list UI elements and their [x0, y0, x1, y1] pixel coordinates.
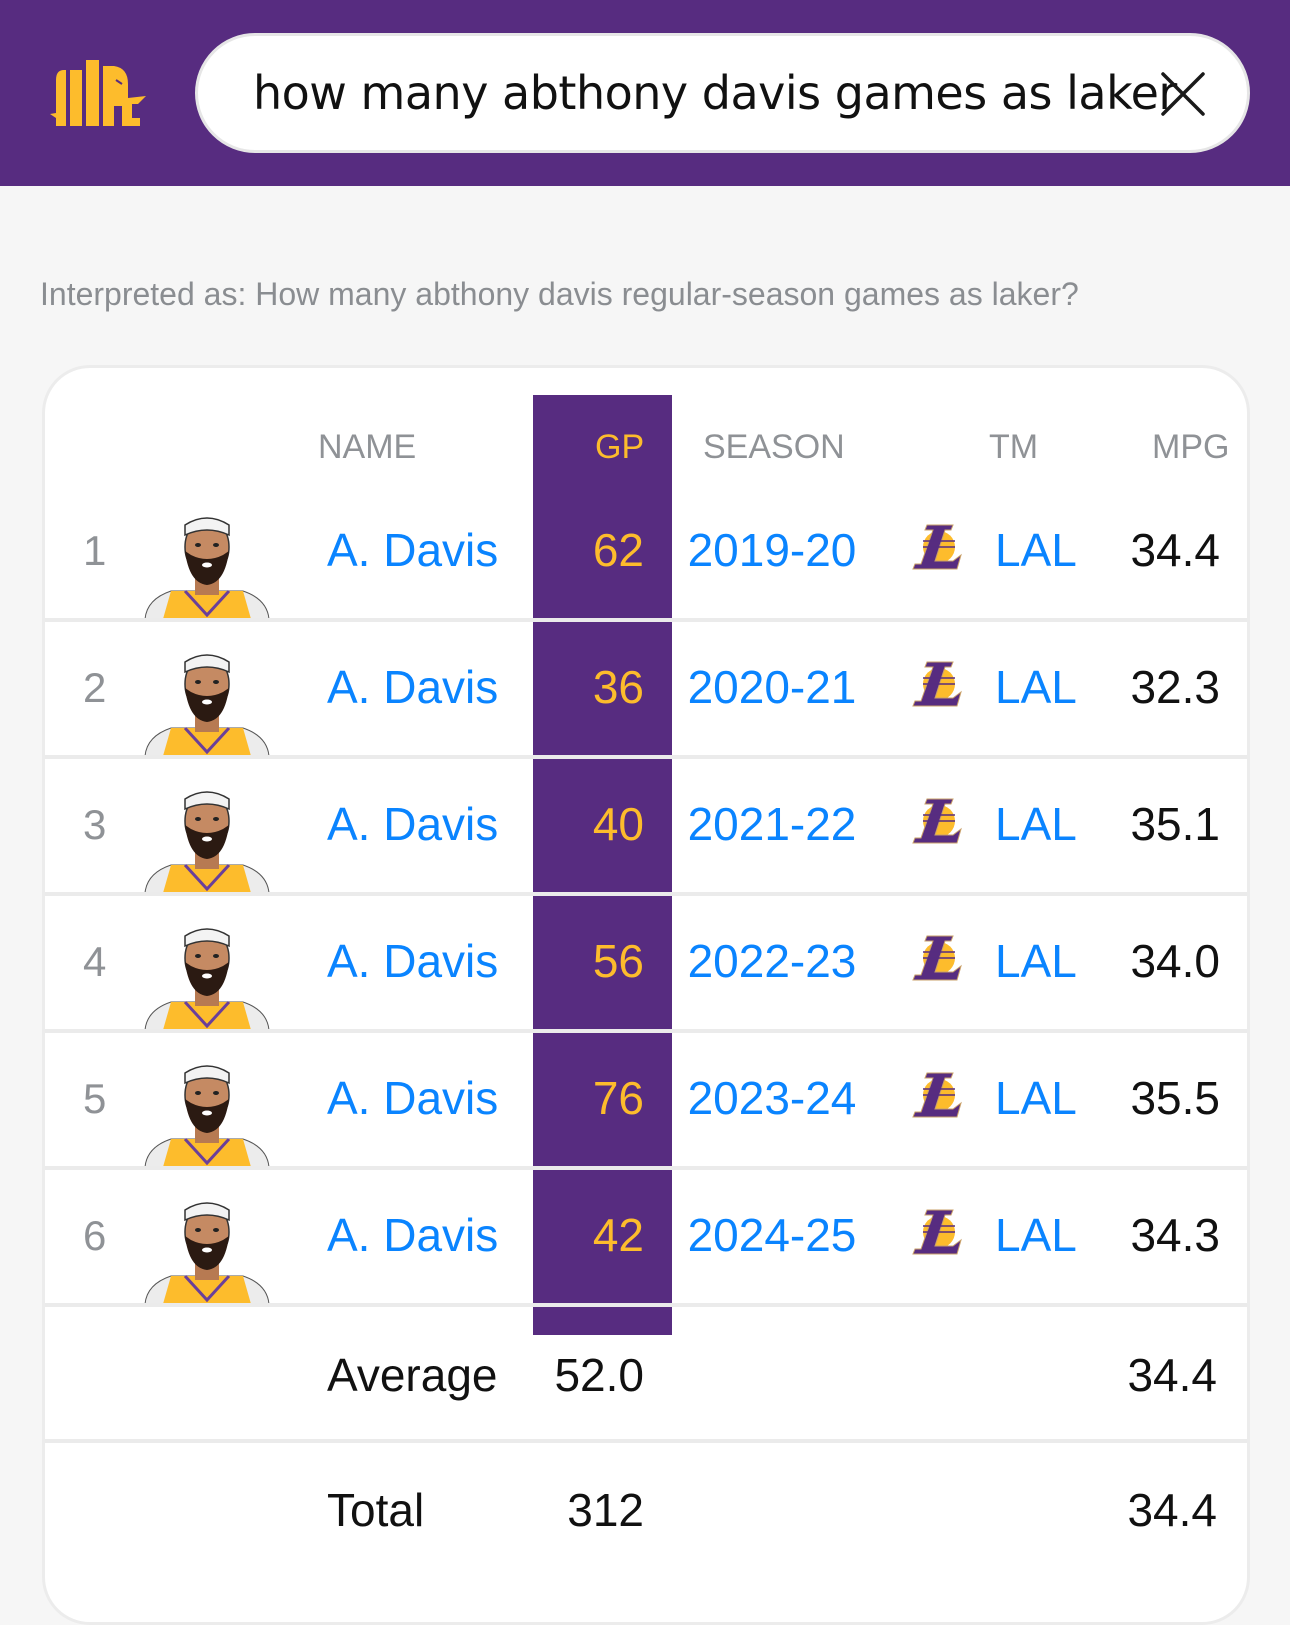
- column-header-season[interactable]: SEASON: [703, 428, 845, 466]
- total-label: Total: [327, 1484, 425, 1536]
- table-row[interactable]: 3 A. Davis 40 2021-22 LAL 35.1: [45, 757, 1247, 894]
- column-header-team[interactable]: TM: [989, 428, 1039, 466]
- player-name-link[interactable]: A. Davis: [327, 524, 499, 576]
- player-name-link[interactable]: A. Davis: [327, 935, 499, 987]
- row-divider: [45, 892, 1247, 896]
- row-rank: 6: [83, 1212, 107, 1259]
- lakers-logo-icon: [912, 1209, 962, 1255]
- lakers-logo-icon: [912, 661, 962, 707]
- season-link[interactable]: 2023-24: [687, 1072, 857, 1124]
- row-rank: 5: [83, 1075, 107, 1122]
- average-label: Average: [327, 1349, 498, 1401]
- games-played: 40: [592, 798, 644, 850]
- games-played: 62: [592, 524, 644, 576]
- player-name-link[interactable]: A. Davis: [327, 1072, 499, 1124]
- minutes-per-game: 35.1: [1130, 798, 1220, 850]
- team-link[interactable]: LAL: [995, 524, 1077, 576]
- player-name-link[interactable]: A. Davis: [327, 798, 499, 850]
- team-link[interactable]: LAL: [995, 661, 1077, 713]
- games-played: 42: [592, 1209, 644, 1261]
- row-divider: [45, 1439, 1247, 1443]
- row-divider: [45, 618, 1247, 622]
- player-avatar-icon: [144, 1202, 270, 1304]
- table-row[interactable]: 4 A. Davis 56 2022-23 LAL 34.0: [45, 894, 1247, 1031]
- close-icon[interactable]: [1157, 68, 1209, 120]
- games-played: 36: [592, 661, 644, 713]
- team-link[interactable]: LAL: [995, 935, 1077, 987]
- table-row[interactable]: 1 A. Davis 62 2019-20 LAL 34.4: [45, 483, 1247, 620]
- games-played: 76: [592, 1072, 644, 1124]
- table-row[interactable]: 5 A. Davis 76 2023-24 LAL 35.5: [45, 1031, 1247, 1168]
- column-header-gp[interactable]: GP: [595, 428, 645, 466]
- minutes-per-game: 34.3: [1130, 1209, 1220, 1261]
- lakers-logo-icon: [912, 935, 962, 981]
- total-gp: 312: [567, 1484, 644, 1536]
- row-rank: 3: [83, 801, 107, 848]
- player-avatar-icon: [144, 928, 270, 1030]
- interpreted-query: Interpreted as: How many abthony davis r…: [40, 276, 1079, 312]
- table-row[interactable]: 2 A. Davis 36 2020-21 LAL 32.3: [45, 620, 1247, 757]
- player-avatar-icon: [144, 1065, 270, 1167]
- player-avatar-icon: [144, 654, 270, 756]
- lakers-logo-icon: [912, 798, 962, 844]
- season-link[interactable]: 2022-23: [687, 935, 857, 987]
- average-gp: 52.0: [554, 1349, 644, 1401]
- team-link[interactable]: LAL: [995, 798, 1077, 850]
- minutes-per-game: 34.0: [1130, 935, 1220, 987]
- total-mpg: 34.4: [1127, 1484, 1217, 1536]
- row-divider: [45, 1166, 1247, 1170]
- minutes-per-game: 34.4: [1130, 524, 1220, 576]
- team-link[interactable]: LAL: [995, 1209, 1077, 1261]
- row-divider: [45, 1029, 1247, 1033]
- column-header-mpg[interactable]: MPG: [1152, 428, 1230, 466]
- column-header-name[interactable]: NAME: [318, 428, 417, 466]
- row-rank: 4: [83, 938, 107, 985]
- player-avatar-icon: [144, 791, 270, 893]
- results-table: NAME GP SEASON TM MPG 1 A. Davis 62 2019…: [42, 365, 1250, 1625]
- player-name-link[interactable]: A. Davis: [327, 1209, 499, 1261]
- minutes-per-game: 32.3: [1130, 661, 1220, 713]
- row-divider: [45, 1303, 1247, 1307]
- season-link[interactable]: 2024-25: [687, 1209, 857, 1261]
- season-link[interactable]: 2021-22: [687, 798, 857, 850]
- season-link[interactable]: 2020-21: [687, 661, 857, 713]
- average-mpg: 34.4: [1127, 1349, 1217, 1401]
- row-rank: 2: [83, 664, 107, 711]
- season-link[interactable]: 2019-20: [687, 524, 857, 576]
- minutes-per-game: 35.5: [1130, 1072, 1220, 1124]
- table-row[interactable]: 6 A. Davis 42 2024-25 LAL 34.3: [45, 1168, 1247, 1305]
- search-bar[interactable]: how many abthony davis games as laker: [195, 33, 1250, 153]
- row-rank: 1: [83, 527, 107, 574]
- app-logo-icon[interactable]: [48, 58, 148, 128]
- team-link[interactable]: LAL: [995, 1072, 1077, 1124]
- player-avatar-icon: [144, 517, 270, 619]
- row-divider: [45, 755, 1247, 759]
- lakers-logo-icon: [912, 1072, 962, 1118]
- games-played: 56: [592, 935, 644, 987]
- search-input[interactable]: how many abthony davis games as laker: [253, 66, 1177, 120]
- top-bar: how many abthony davis games as laker: [0, 0, 1290, 186]
- gp-column-highlight: [533, 395, 672, 1335]
- lakers-logo-icon: [912, 524, 962, 570]
- player-name-link[interactable]: A. Davis: [327, 661, 499, 713]
